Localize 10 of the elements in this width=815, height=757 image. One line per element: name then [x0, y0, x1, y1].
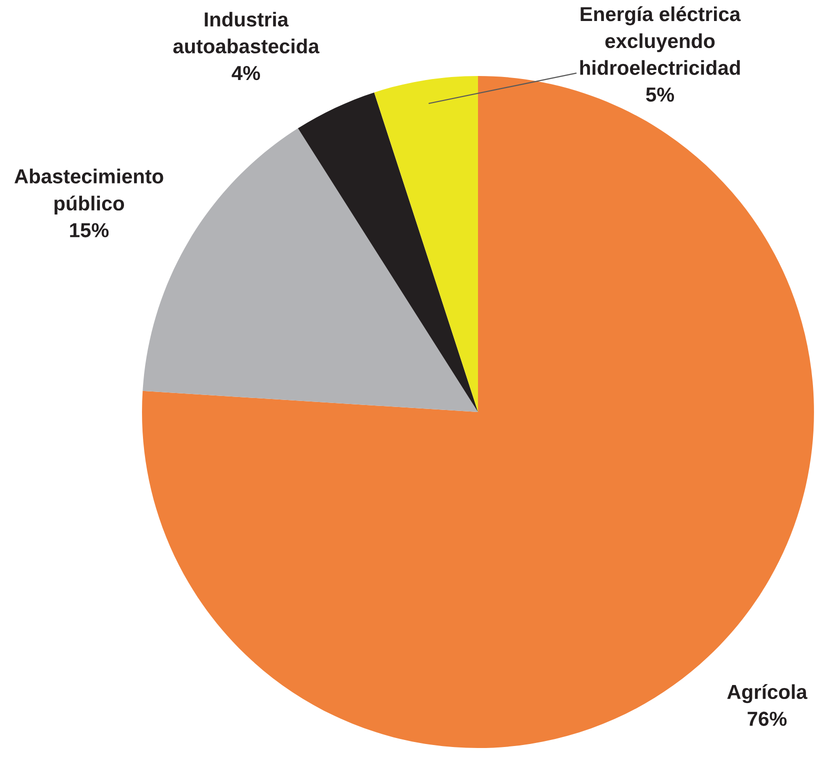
slice-label: Agrícola: [727, 684, 808, 704]
data-label: 5%: [646, 88, 674, 102]
pie-slice: [298, 92, 478, 412]
pie-slice: [374, 76, 478, 412]
data-label: 76%: [748, 712, 787, 726]
data-label: 4%: [232, 66, 260, 80]
slice-label: Industria autoabastecida: [173, 12, 320, 54]
slice-label: Energía eléctrica excluyendo hidroelectricidad: [580, 6, 741, 75]
slice-label: Abastecimiento público: [14, 168, 164, 215]
data-label: 15%: [70, 223, 109, 238]
